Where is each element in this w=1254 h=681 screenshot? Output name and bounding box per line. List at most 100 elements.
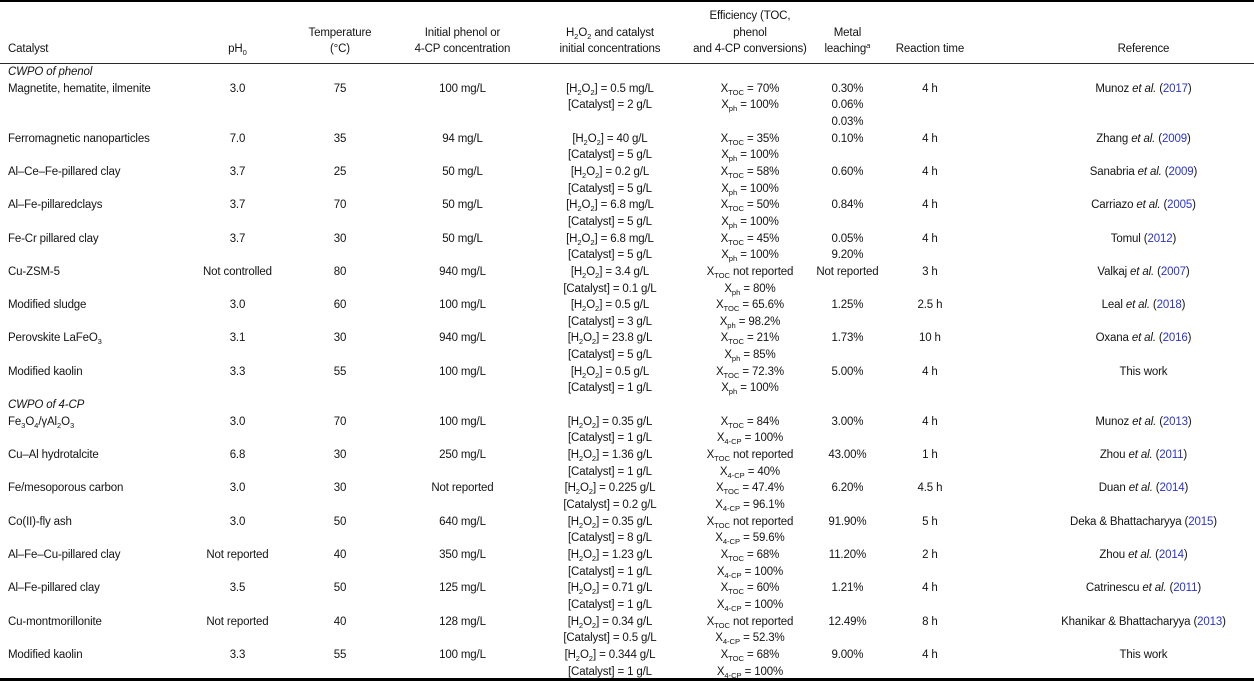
temperature-cell: 55	[285, 647, 395, 680]
reference-year-link[interactable]: 2014	[1159, 482, 1185, 495]
catalyst-cell: Fe-Cr pillared clay	[0, 231, 190, 264]
reference-year-link[interactable]: 2007	[1160, 265, 1186, 278]
cell-line: Temperature	[308, 26, 372, 39]
reagents-cell: [H2O2] = 0.2 g/L [Catalyst] = 5 g/L	[530, 164, 690, 197]
concentration-cell: 940 mg/L	[395, 264, 530, 297]
catalyst-cell: Al–Fe-pillaredclays	[0, 197, 190, 230]
cell-line: 3.0	[229, 415, 246, 428]
reference-year-link[interactable]: 2011	[1159, 449, 1184, 462]
cell-line: 9.20%	[831, 249, 864, 262]
cell-line: 50	[333, 515, 347, 528]
table-row: Cu-ZSM-5 Not controlled 80 940 mg/L [H2O2] =…	[0, 264, 1254, 297]
cell-line: [H2O2] = 0.344 g/L	[564, 648, 656, 663]
table-body: CWPO of phenol Magnetite, hematite, ilmen…	[0, 63, 1254, 680]
table-header: Catalyst pH0 Temperature (°C) Initial phenol…	[0, 2, 1254, 64]
cell-line: [H2O2] = 23.8 g/L	[567, 332, 653, 347]
reference-year-link[interactable]: 2014	[1158, 549, 1184, 561]
ph-cell: 3.0	[190, 414, 285, 447]
catalyst-cell: Al–Ce–Fe-pillared clay	[0, 164, 190, 197]
cell-line: 350 mg/L	[439, 549, 486, 561]
cell-line: 7.0	[229, 132, 246, 145]
cell-line: Al–Ce–Fe-pillared clay	[8, 165, 121, 178]
reference-year-link[interactable]: 2009	[1168, 165, 1194, 178]
reference-year-link[interactable]: 2009	[1161, 132, 1187, 145]
cell-line: X4-CP = 100%	[716, 565, 784, 580]
cell-line: [Catalyst] = 1 g/L	[568, 432, 652, 445]
reference-year-link[interactable]: 2016	[1162, 332, 1188, 345]
cell-line: 940 mg/L	[439, 265, 486, 278]
cell-line: Xph = 100%	[721, 215, 779, 230]
temperature-cell: 50	[285, 514, 395, 547]
reference-year-link[interactable]: 2011	[1173, 582, 1198, 595]
cell-line: Not controlled	[203, 265, 272, 278]
reaction_time-cell: 4 h	[885, 414, 975, 447]
reference-cell: Khanikar & Bhattacharyya (2013)	[975, 614, 1254, 647]
cell-line: [Catalyst] = 0.2 g/L	[563, 499, 657, 512]
catalyst-cell: Fe3O4/γAl2O3	[0, 414, 190, 447]
reagents-cell: [H2O2] = 0.71 g/L [Catalyst] = 1 g/L	[530, 580, 690, 613]
ph-cell: 3.0	[190, 81, 285, 131]
column-header-concentration: Initial phenol or 4-CP concentration	[394, 2, 530, 64]
cell-line: 3.1	[229, 332, 246, 345]
table-row: Modified sludge 3.0 60 100 mg/L [H2O2] = 0.5…	[0, 297, 1254, 330]
reference-year-link[interactable]: 2013	[1197, 615, 1223, 628]
cell-line: and 4-CP conversions)	[693, 43, 807, 56]
cell-line: 4 h	[922, 199, 938, 212]
catalyst-cell: Co(II)-fly ash	[0, 514, 190, 547]
reference-text: Khanikar & Bhattacharyya (2013)	[1061, 615, 1226, 628]
cell-line: initial concentrations	[559, 43, 661, 56]
efficiency-cell: XTOC not reported X4-CP = 59.6%	[690, 514, 810, 547]
et-al-label: et al.	[1132, 82, 1157, 95]
reference-text: Tomul (2012)	[1110, 232, 1177, 245]
efficiency-cell: XTOC not reported Xph = 80%	[690, 264, 810, 297]
cell-line: 50 mg/L	[442, 199, 483, 212]
cell-line: Catalyst	[8, 43, 49, 56]
reagents-cell: [H2O2] = 1.36 g/L [Catalyst] = 1 g/L	[530, 447, 690, 480]
cell-line: H2O2 and catalyst	[565, 26, 654, 41]
et-al-label: et al.	[1131, 332, 1156, 345]
cell-line: 3.7	[229, 165, 246, 178]
ph-cell: Not controlled	[190, 264, 285, 297]
reference-year-link[interactable]: 2013	[1162, 415, 1188, 428]
cell-line: XTOC not reported	[706, 615, 794, 630]
cell-line: X4-CP = 100%	[716, 665, 784, 680]
cell-line: Fe-Cr pillared clay	[8, 232, 99, 245]
et-al-label: et al.	[1130, 265, 1155, 278]
cell-line: [H2O2] = 0.5 mg/L	[566, 82, 654, 97]
cell-line: 4 h	[922, 232, 938, 245]
cell-line: Xph = 98.2%	[719, 315, 781, 330]
cell-line: 2 h	[922, 549, 938, 561]
cell-line: Metal leachinga	[824, 26, 871, 56]
metal_leaching-cell: 0.84%	[810, 197, 885, 230]
reference-year-link[interactable]: 2012	[1147, 232, 1173, 245]
reference-year-link[interactable]: 2005	[1167, 199, 1193, 212]
cell-line: 4 h	[922, 582, 938, 595]
ph-cell: Not reported	[190, 547, 285, 580]
cell-line: Magnetite, hematite, ilmenite	[8, 82, 151, 95]
metal_leaching-cell: 1.21%	[810, 580, 885, 613]
cell-line: 50 mg/L	[442, 165, 483, 178]
footnote-marker: a	[866, 41, 871, 51]
cell-line: 1.21%	[831, 582, 864, 595]
cell-line: 4.5 h	[917, 482, 943, 495]
reference-year-link[interactable]: 2015	[1188, 515, 1214, 528]
reference-cell: Zhou et al. (2014)	[975, 547, 1254, 580]
reference-year-link[interactable]: 2018	[1156, 299, 1182, 312]
cell-line: Not reported	[206, 549, 269, 561]
cell-line: Ferromagnetic nanoparticles	[8, 132, 150, 145]
cell-line: 5 h	[922, 515, 938, 528]
cell-line: Co(II)-fly ash	[8, 515, 72, 528]
cell-line: Cu-ZSM-5	[8, 265, 60, 278]
metal_leaching-cell: 5.00%	[810, 364, 885, 397]
ph-cell: 3.3	[190, 364, 285, 397]
reference-year-link[interactable]: 2017	[1162, 82, 1188, 95]
cell-line: 40	[333, 615, 347, 628]
cell-line: 4 h	[922, 365, 938, 378]
metal_leaching-cell: 0.05% 9.20%	[810, 231, 885, 264]
cell-line: 4-CP concentration	[414, 43, 511, 56]
reference-text: Valkaj et al. (2007)	[1097, 265, 1190, 278]
cell-line: 75	[333, 82, 347, 95]
reaction_time-cell: 2.5 h	[885, 297, 975, 330]
reference-cell: Munoz et al. (2017)	[975, 81, 1254, 131]
cell-line: 55	[333, 648, 347, 661]
